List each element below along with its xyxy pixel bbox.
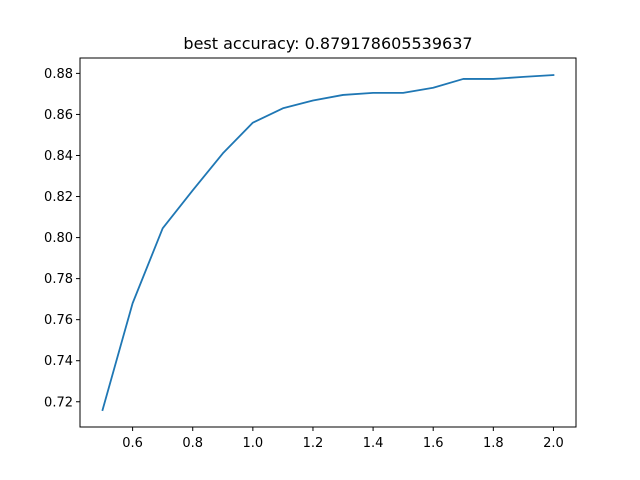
- axis-ticks: 0.6 0.8 1.0 1.2 1.4 1.6 1.8 2.0 0.72 0.74 0.76 0.78…: [44, 67, 564, 451]
- series-line-0: [101, 74, 555, 412]
- y-tick-label: 0.88: [44, 67, 73, 82]
- x-tick-label: 1.6: [423, 436, 444, 451]
- y-tick-label: 0.82: [44, 190, 73, 205]
- x-tick-label: 0.6: [122, 436, 143, 451]
- axes-frame: [79, 57, 577, 428]
- y-tick-label: 0.78: [44, 272, 73, 287]
- x-tick-label: 1.2: [303, 436, 324, 451]
- x-tick-label: 2.0: [543, 436, 564, 451]
- x-tick-label: 1.8: [483, 436, 504, 451]
- y-tick-label: 0.86: [44, 108, 73, 123]
- x-tick-label: 1.0: [243, 436, 264, 451]
- x-tick-label: 0.8: [182, 436, 203, 451]
- y-tick-label: 0.72: [44, 395, 73, 410]
- y-tick-label: 0.76: [44, 313, 73, 328]
- y-tick-label: 0.84: [44, 149, 73, 164]
- plot-area: [101, 74, 555, 412]
- chart-title: best accuracy: 0.879178605539637: [183, 34, 472, 53]
- x-tick-label: 1.4: [363, 436, 384, 451]
- y-tick-label: 0.80: [44, 231, 73, 246]
- y-tick-label: 0.74: [44, 354, 73, 369]
